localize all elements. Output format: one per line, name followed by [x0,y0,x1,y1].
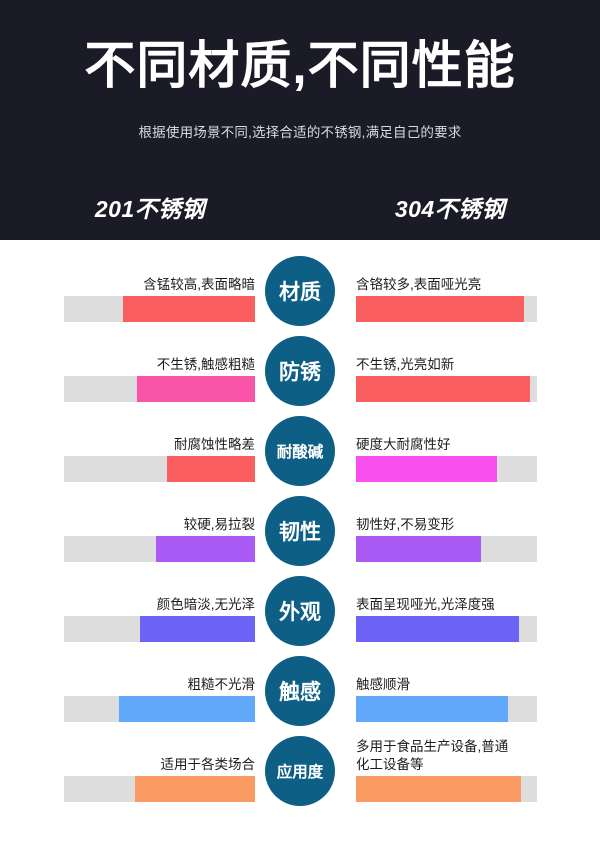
row-label-left-rustproof: 不生锈,触感粗糙 [156,356,255,372]
bar-track-right-application [356,776,537,802]
bar-track-left-toughness [64,536,255,562]
bar-track-left-application [64,776,255,802]
row-label-right-toughness: 韧性好,不易变形 [356,516,455,532]
row-label-left-application: 适用于各类场合 [160,756,256,772]
bar-track-right-rustproof [356,376,537,402]
header-banner: 不同材质,不同性能 根据使用场景不同,选择合适的不锈钢,满足自己的要求 201不… [0,0,600,240]
bar-track-right-touch [356,696,537,722]
bar-fill-left-rustproof [136,376,255,402]
bar-track-left-appearance [64,616,255,642]
row-label-left-acid-alkali: 耐腐蚀性略差 [174,436,255,452]
row-label-right-touch: 触感顺滑 [356,676,410,692]
column-header-right: 304不锈钢 [394,196,506,222]
bar-track-right-appearance [356,616,537,642]
column-header-left: 201不锈钢 [94,196,206,222]
comparison-row-appearance: 颜色暗淡,无光泽 外观 表面呈现哑光,光泽度强 [0,568,600,648]
row-label-left-toughness: 较硬,易拉裂 [183,516,255,532]
category-badge-material: 材质 [265,256,335,326]
bar-fill-left-application [134,776,255,802]
row-label-right-appearance: 表面呈现哑光,光泽度强 [356,596,495,612]
page-title: 不同材质,不同性能 [84,37,516,94]
bar-fill-right-touch [356,696,509,722]
bar-track-left-acid-alkali [64,456,255,482]
bar-track-right-material [356,296,537,322]
bar-fill-right-acid-alkali [356,456,498,482]
comparison-row-application: 适用于各类场合 应用度 多用于食品生产设备,普通 化工设备等 [0,728,600,808]
bar-track-right-acid-alkali [356,456,537,482]
bar-track-left-rustproof [64,376,255,402]
category-badge-toughness: 韧性 [265,496,335,566]
category-badge-rustproof: 防锈 [265,336,335,406]
bar-fill-left-toughness [155,536,255,562]
row-label-right-acid-alkali: 硬度大耐腐性好 [356,436,451,452]
bar-track-left-touch [64,696,255,722]
row-label-right-material: 含铬较多,表面哑光亮 [356,276,482,292]
bar-track-right-toughness [356,536,537,562]
comparison-chart: 含锰较高,表面略暗 材质 含铬较多,表面哑光亮不生锈,触感粗糙 防锈 不生锈,光亮如新耐… [0,240,600,853]
category-badge-touch: 触感 [265,656,335,726]
row-label-left-appearance: 颜色暗淡,无光泽 [156,596,255,612]
category-badge-application: 应用度 [265,736,335,806]
bar-fill-right-application [356,776,521,802]
comparison-row-toughness: 较硬,易拉裂 韧性 韧性好,不易变形 [0,488,600,568]
bar-fill-right-rustproof [356,376,530,402]
comparison-row-acid-alkali: 耐腐蚀性略差 耐酸碱 硬度大耐腐性好 [0,408,600,488]
category-badge-appearance: 外观 [265,576,335,646]
bar-fill-right-material [356,296,525,322]
bar-fill-left-material [123,296,255,322]
row-label-right-application: 多用于食品生产设备,普通 化工设备等 [356,738,509,772]
bar-track-left-material [64,296,255,322]
bar-fill-right-appearance [356,616,519,642]
comparison-row-rustproof: 不生锈,触感粗糙 防锈 不生锈,光亮如新 [0,328,600,408]
comparison-row-material: 含锰较高,表面略暗 材质 含铬较多,表面哑光亮 [0,248,600,328]
row-label-left-material: 含锰较高,表面略暗 [143,276,255,292]
bar-fill-left-acid-alkali [167,456,255,482]
bar-fill-right-toughness [356,536,481,562]
bar-fill-left-touch [119,696,255,722]
category-badge-acid-alkali: 耐酸碱 [265,416,335,486]
row-label-right-rustproof: 不生锈,光亮如新 [356,356,455,372]
row-label-left-touch: 粗糙不光滑 [187,676,256,692]
bar-fill-left-appearance [140,616,255,642]
comparison-row-touch: 粗糙不光滑 触感 触感顺滑 [0,648,600,728]
page-subtitle: 根据使用场景不同,选择合适的不锈钢,满足自己的要求 [138,125,462,140]
